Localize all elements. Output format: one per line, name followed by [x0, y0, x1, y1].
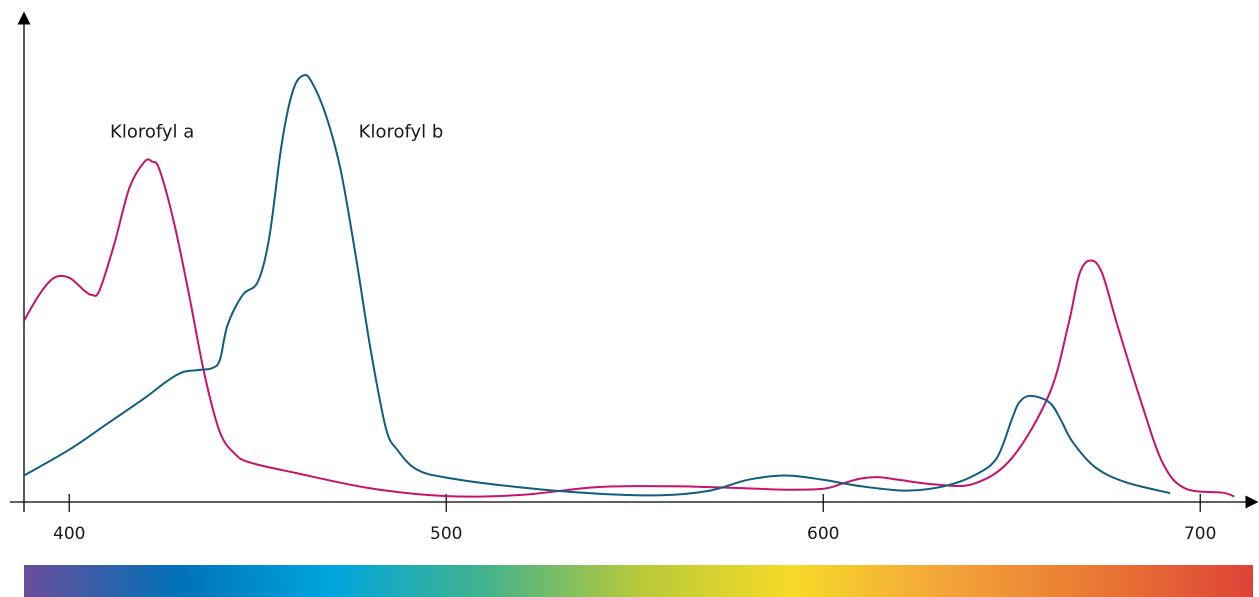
series-labels: Klorofyl a Klorofyl b: [110, 122, 443, 143]
series-label-klorofyl-a: Klorofyl a: [110, 122, 194, 143]
x-tick-label-400: 400: [53, 524, 85, 544]
series-label-klorofyl-b: Klorofyl b: [359, 122, 444, 143]
visible-spectrum-bar: [24, 565, 1253, 597]
x-tick-label-700: 700: [1184, 524, 1216, 544]
series-line-klorofyl-a: [23, 158, 1235, 498]
x-tick-label-500: 500: [430, 524, 462, 544]
x-axis-ticks: 400 500 600 700: [53, 494, 1216, 544]
series-line-klorofyl-b: [23, 73, 1171, 497]
series-layer: [23, 73, 1235, 498]
x-tick-label-600: 600: [807, 524, 839, 544]
